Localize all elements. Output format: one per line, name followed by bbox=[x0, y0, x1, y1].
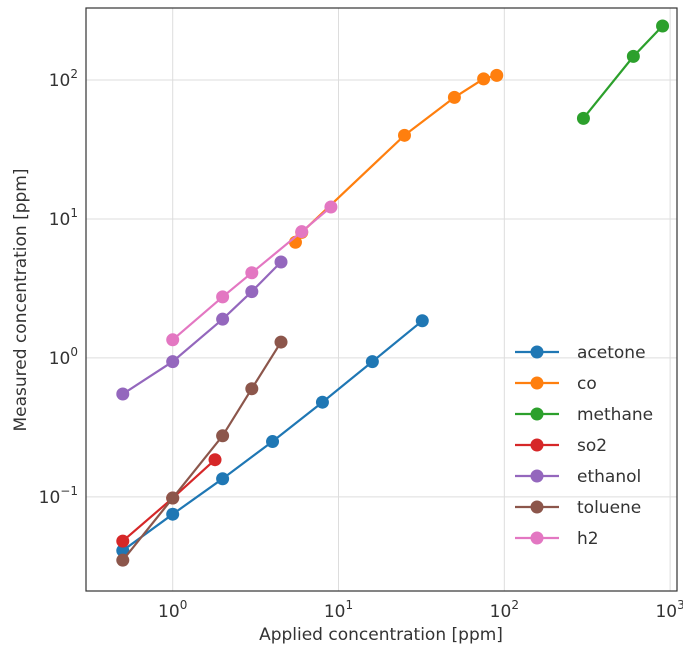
data-point-methane bbox=[576, 111, 590, 125]
data-point-h2 bbox=[324, 200, 338, 214]
data-point-methane bbox=[626, 49, 640, 63]
data-point-acetone bbox=[415, 314, 429, 328]
legend-label: toluene bbox=[577, 498, 641, 518]
data-point-toluene bbox=[166, 491, 180, 505]
data-point-h2 bbox=[295, 225, 309, 239]
legend-marker bbox=[530, 469, 544, 483]
legend-marker bbox=[530, 345, 544, 359]
data-point-co bbox=[477, 72, 491, 86]
x-tick-label: 103 bbox=[655, 598, 683, 622]
legend-label: acetone bbox=[577, 343, 646, 363]
legend-item-acetone: acetone bbox=[515, 343, 646, 363]
grid-lines bbox=[86, 8, 677, 591]
data-point-toluene bbox=[245, 382, 259, 396]
data-point-co bbox=[397, 128, 411, 142]
x-axis-label: Applied concentration [ppm] bbox=[259, 625, 503, 645]
legend-item-co: co bbox=[515, 374, 597, 394]
series-methane bbox=[576, 19, 670, 125]
data-point-so2 bbox=[116, 534, 130, 548]
plot-area bbox=[86, 8, 677, 591]
data-point-toluene bbox=[274, 335, 288, 349]
legend-marker bbox=[530, 407, 544, 421]
y-tick-label: 102 bbox=[49, 67, 78, 91]
data-point-acetone bbox=[315, 395, 329, 409]
data-point-so2 bbox=[208, 453, 222, 467]
data-point-toluene bbox=[216, 429, 230, 443]
legend-item-h2: h2 bbox=[515, 529, 599, 549]
data-point-h2 bbox=[216, 290, 230, 304]
y-tick-label: 101 bbox=[49, 206, 78, 230]
legend: acetone co methane so2 ethanol toluene h2 bbox=[515, 343, 653, 549]
data-point-h2 bbox=[166, 333, 180, 347]
y-tick-labels: 10−1 100 101 102 bbox=[39, 67, 78, 508]
legend-label: h2 bbox=[577, 529, 599, 549]
data-point-ethanol bbox=[274, 255, 288, 269]
data-point-ethanol bbox=[166, 355, 180, 369]
x-tick-label: 100 bbox=[158, 598, 187, 622]
x-tick-labels: 100 101 102 103 bbox=[158, 598, 683, 622]
plot-frame bbox=[85, 7, 678, 592]
data-point-h2 bbox=[245, 266, 259, 280]
x-tick-label: 101 bbox=[324, 598, 353, 622]
y-tick-label: 100 bbox=[49, 345, 78, 369]
series-toluene bbox=[116, 335, 288, 567]
legend-label: co bbox=[577, 374, 597, 394]
data-point-acetone bbox=[166, 507, 180, 521]
legend-marker bbox=[530, 376, 544, 390]
legend-label: ethanol bbox=[577, 467, 641, 487]
legend-item-ethanol: ethanol bbox=[515, 467, 641, 487]
series-ethanol bbox=[116, 255, 288, 401]
data-point-co bbox=[490, 68, 504, 82]
data-point-toluene bbox=[116, 553, 130, 567]
series-acetone bbox=[116, 314, 429, 558]
legend-marker bbox=[530, 531, 544, 545]
data-point-ethanol bbox=[116, 387, 130, 401]
series-h2 bbox=[166, 200, 338, 347]
legend-label: methane bbox=[577, 405, 653, 425]
data-point-acetone bbox=[216, 472, 230, 486]
data-point-ethanol bbox=[216, 312, 230, 326]
x-tick-label: 102 bbox=[490, 598, 519, 622]
legend-item-so2: so2 bbox=[515, 436, 607, 456]
data-point-methane bbox=[656, 19, 670, 33]
data-point-ethanol bbox=[245, 285, 259, 299]
data-point-acetone bbox=[365, 355, 379, 369]
y-axis-label: Measured concentration [ppm] bbox=[11, 169, 31, 432]
legend-label: so2 bbox=[577, 436, 607, 456]
legend-marker bbox=[530, 438, 544, 452]
data-point-co bbox=[447, 90, 461, 104]
data-point-acetone bbox=[116, 544, 130, 558]
data-point-acetone bbox=[266, 435, 280, 449]
y-tick-label: 10−1 bbox=[39, 484, 78, 508]
legend-item-toluene: toluene bbox=[515, 498, 641, 518]
series-layer bbox=[116, 19, 670, 567]
legend-marker bbox=[530, 500, 544, 514]
legend-item-methane: methane bbox=[515, 405, 653, 425]
